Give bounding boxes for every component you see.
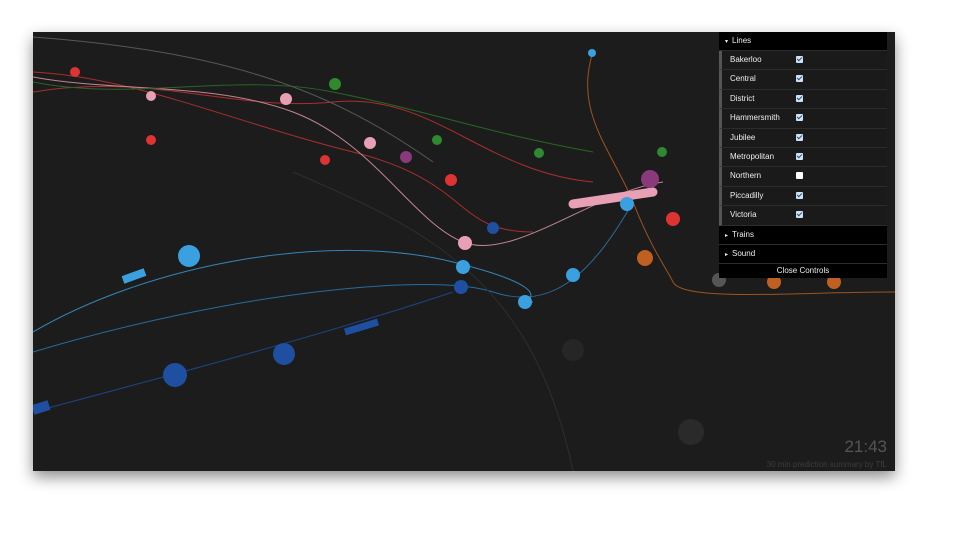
train <box>343 318 380 336</box>
credit: 30 min prediction summary by TfL <box>766 460 887 469</box>
line-toggle: Piccadilly <box>719 186 887 207</box>
checkbox[interactable] <box>796 211 803 219</box>
train <box>666 212 680 226</box>
train <box>146 91 156 101</box>
train <box>273 343 295 365</box>
train <box>678 419 704 445</box>
line-toggle: Northern <box>719 167 887 187</box>
train <box>534 148 544 158</box>
line-toggle: Central <box>719 70 887 90</box>
line-toggle: Jubilee <box>719 128 887 148</box>
train <box>400 151 412 163</box>
line-toggle: Victoria <box>719 206 887 226</box>
checkbox[interactable] <box>796 75 803 83</box>
checkbox[interactable] <box>796 191 803 199</box>
train <box>641 170 659 188</box>
train <box>562 339 584 361</box>
bakerloo-track <box>587 51 895 295</box>
line-toggle: Hammersmith <box>719 109 887 129</box>
train <box>33 400 51 415</box>
train <box>146 135 156 145</box>
line-name: Hammersmith <box>730 113 780 123</box>
piccadilly-track <box>33 291 454 413</box>
train <box>767 275 781 289</box>
train <box>280 93 292 105</box>
line-name: Metropolitan <box>730 151 775 161</box>
train <box>588 49 596 57</box>
checkbox[interactable] <box>796 56 803 63</box>
jubilee-track <box>33 36 434 163</box>
checkbox[interactable] <box>796 133 803 141</box>
train <box>620 197 634 211</box>
checkbox[interactable] <box>796 94 803 102</box>
trains <box>33 49 841 445</box>
train <box>432 135 442 145</box>
line-name: District <box>730 93 755 103</box>
folder-header[interactable]: Trains <box>719 225 887 245</box>
piccadilly-track <box>33 76 664 247</box>
line-toggle: Metropolitan <box>719 147 887 168</box>
train <box>163 363 187 387</box>
checkbox[interactable] <box>796 152 803 160</box>
line-name: Piccadilly <box>730 190 764 200</box>
line-name: Jubilee <box>730 132 756 142</box>
train <box>458 236 472 250</box>
clock: 21:43 <box>844 437 887 456</box>
tube-map <box>33 36 895 471</box>
train <box>70 67 80 77</box>
folder-header[interactable]: Sound <box>719 244 887 264</box>
train <box>568 187 658 209</box>
train <box>121 268 147 284</box>
victoria-track <box>33 249 534 333</box>
line-toggle: District <box>719 89 887 110</box>
visualization: Lines Bakerloo Central District Hammersmith J… <box>33 32 895 471</box>
central-track <box>33 71 534 233</box>
train <box>827 275 841 289</box>
checkbox[interactable] <box>796 172 803 180</box>
train <box>637 250 653 266</box>
close-controls-button[interactable]: Close Controls <box>719 263 887 278</box>
northern-track <box>292 171 574 471</box>
train <box>566 268 580 282</box>
controls-panel: Lines Bakerloo Central District Hammersmith J… <box>719 32 887 278</box>
line-name: Northern <box>730 171 762 181</box>
train <box>657 147 667 157</box>
checkbox[interactable] <box>796 114 803 122</box>
train <box>487 222 499 234</box>
train <box>456 260 470 274</box>
train <box>364 137 376 149</box>
train <box>518 295 532 309</box>
district-track <box>33 81 594 153</box>
folder-header[interactable]: Lines <box>719 32 887 51</box>
train <box>445 174 457 186</box>
line-name: Bakerloo <box>730 55 762 64</box>
train <box>178 245 200 267</box>
line-name: Central <box>730 74 756 84</box>
line-name: Victoria <box>730 210 757 220</box>
train <box>329 78 341 90</box>
train <box>320 155 330 165</box>
train <box>454 280 468 294</box>
line-toggle: Bakerloo <box>719 51 887 71</box>
